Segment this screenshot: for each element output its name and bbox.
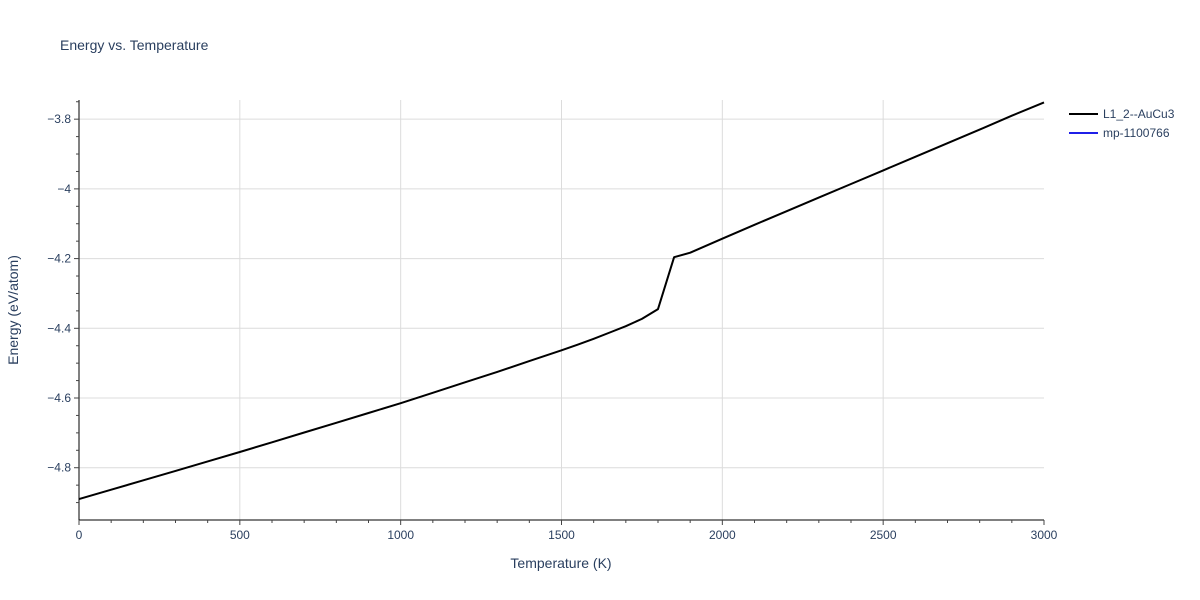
- x-tick-label: 3000: [1031, 528, 1058, 542]
- x-tick-label: 0: [76, 528, 83, 542]
- x-tick-label: 500: [230, 528, 250, 542]
- legend-label: L1_2--AuCu3: [1103, 107, 1175, 121]
- y-tick-label: −4: [57, 182, 71, 196]
- grid: [79, 100, 1044, 520]
- legend-item-1[interactable]: mp-1100766: [1069, 126, 1170, 140]
- y-tick-label: −3.8: [47, 112, 71, 126]
- legend-label: mp-1100766: [1103, 126, 1170, 140]
- x-axis-title: Temperature (K): [510, 555, 611, 571]
- y-tick-label: −4.2: [47, 252, 71, 266]
- legend-item-0[interactable]: L1_2--AuCu3: [1069, 107, 1175, 121]
- y-tick-label: −4.6: [47, 391, 71, 405]
- series-line-0: [78, 101, 1045, 501]
- axes: 0 500 1000 1500 2000 2500 3000 −3.8 −4 −4.2 −4.4 −4…: [47, 100, 1058, 542]
- x-tick-label: 1500: [548, 528, 575, 542]
- chart-title: Energy vs. Temperature: [60, 37, 209, 53]
- x-tick-label: 2000: [709, 528, 736, 542]
- y-tick-label: −4.8: [47, 461, 71, 475]
- series-lines: [78, 101, 1045, 501]
- x-tick-label: 1000: [387, 528, 414, 542]
- x-tick-label: 2500: [870, 528, 897, 542]
- legend[interactable]: L1_2--AuCu3 mp-1100766: [1069, 107, 1175, 140]
- y-axis-title: Energy (eV/atom): [5, 255, 21, 365]
- y-tick-label: −4.4: [47, 321, 71, 335]
